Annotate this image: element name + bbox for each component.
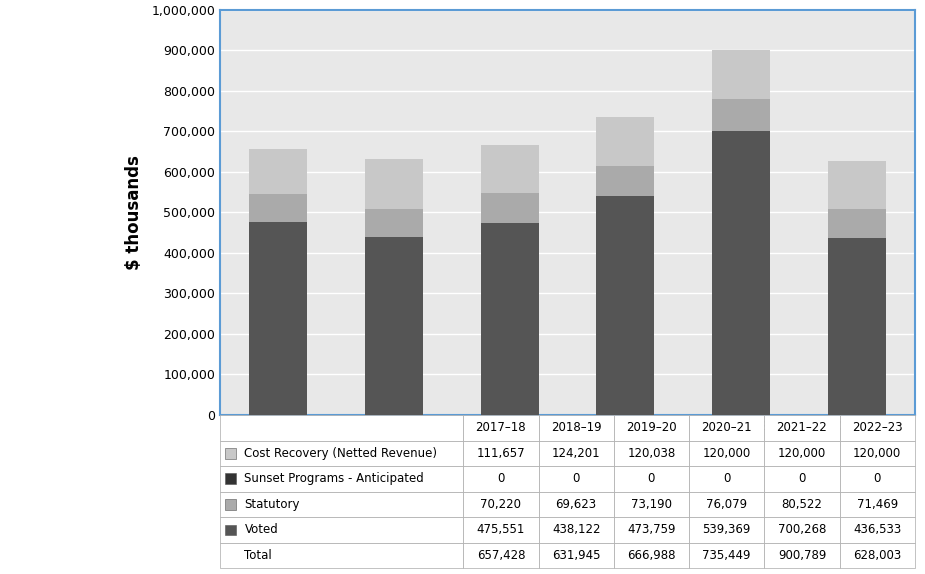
Bar [364,238,423,415]
Bar [597,196,654,415]
Bar [828,161,886,209]
Bar [828,209,886,238]
Bar [597,117,654,165]
Bar [481,193,538,223]
Bar [249,194,307,222]
Y-axis label: $ thousands: $ thousands [125,155,143,270]
Bar [597,165,654,196]
Bar [481,223,538,415]
Bar [249,149,307,194]
Bar [828,238,886,415]
Bar [481,145,538,193]
Bar [712,131,771,415]
Bar [364,210,423,238]
Bar [249,222,307,415]
Bar [364,159,423,210]
Bar [712,99,771,131]
Bar [712,50,771,99]
